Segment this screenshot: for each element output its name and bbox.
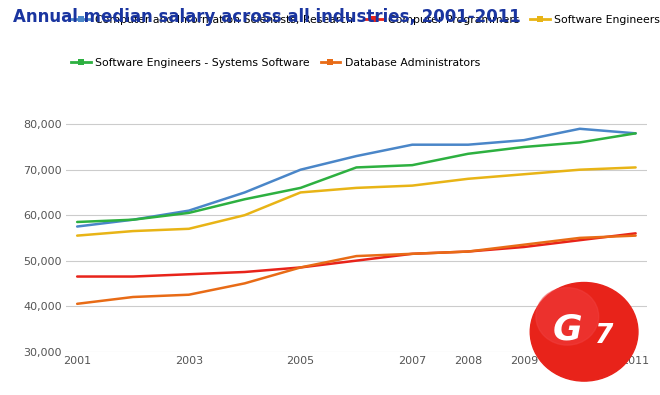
Circle shape bbox=[530, 282, 638, 381]
Text: 7: 7 bbox=[595, 323, 614, 349]
Legend: Software Engineers - Systems Software, Database Administrators: Software Engineers - Systems Software, D… bbox=[71, 58, 480, 68]
Text: G: G bbox=[552, 313, 582, 347]
Text: Annual median salary across all industries, 2001-2011: Annual median salary across all industri… bbox=[13, 8, 521, 26]
Circle shape bbox=[536, 288, 599, 345]
